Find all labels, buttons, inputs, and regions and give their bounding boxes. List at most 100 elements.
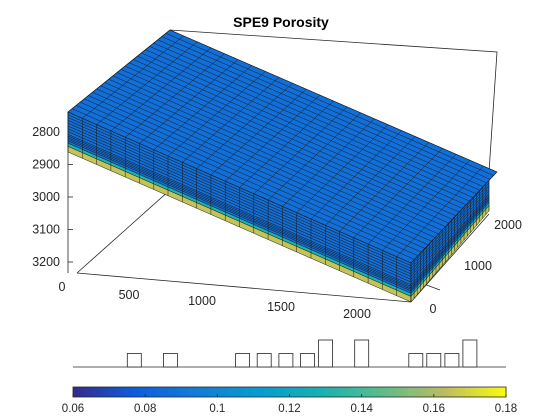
- colorbar-segment: [239, 387, 245, 397]
- colorbar-segment: [402, 387, 408, 397]
- colorbar-segment: [271, 387, 277, 397]
- top-grid-line: [267, 112, 361, 201]
- colorbar-segment: [136, 387, 142, 397]
- colorbar-segment: [487, 387, 494, 397]
- top-grid: [67, 29, 498, 264]
- colorbar-segment: [379, 387, 385, 397]
- colorbar-segment: [298, 387, 304, 397]
- colorbar-segment: [208, 387, 214, 397]
- top-grid-line: [153, 42, 484, 187]
- colorbar-segment: [145, 387, 151, 397]
- x-axis-line: [76, 272, 412, 303]
- colorbar-segment: [366, 387, 372, 397]
- histogram-bar: [444, 353, 460, 368]
- colorbar-segment: [420, 387, 426, 397]
- top-grid-line: [157, 39, 487, 184]
- colorbar-segment: [100, 387, 106, 397]
- colorbar-segment: [433, 387, 439, 397]
- colorbar-segment: [316, 387, 322, 397]
- z-tick-labels: 2800 2900 3000 3100 3200: [32, 125, 73, 269]
- top-grid-line: [92, 92, 432, 242]
- x-tick-labels: 0 500 1000 1500 2000: [59, 280, 371, 321]
- colorbar-segment: [284, 387, 291, 397]
- colorbar-tick-label: 0.18: [495, 403, 517, 415]
- top-grid-line: [112, 75, 449, 224]
- colorbar-segment: [104, 387, 110, 397]
- top-grid-line: [76, 105, 419, 256]
- colorbar-segment: [388, 387, 394, 397]
- colorbar-tick-label: 0.1: [209, 403, 225, 415]
- colorbar-segment: [82, 387, 88, 397]
- histogram-bar: [278, 353, 294, 368]
- top-grid-line: [137, 55, 470, 202]
- colorbar-segment: [334, 387, 340, 397]
- colorbar-segment: [483, 387, 489, 397]
- colorbar-segment: [226, 387, 232, 397]
- colorbar-segment: [501, 387, 507, 397]
- top-grid-line: [139, 59, 239, 144]
- colorbar-segment: [411, 387, 417, 397]
- top-grid-line: [96, 41, 198, 125]
- colorbar-segment: [113, 387, 119, 397]
- colorbar-ticks: 0.06 0.08 0.1 0.12 0.14 0.16 0.18: [62, 394, 517, 415]
- histogram-bar: [426, 353, 442, 368]
- porosity-histogram: [73, 339, 506, 368]
- histogram-bar: [256, 353, 272, 368]
- colorbar-segment: [140, 387, 146, 397]
- colorbar-segment: [406, 387, 412, 397]
- colorbar-segment: [253, 387, 259, 397]
- colorbar-segment: [275, 387, 282, 397]
- colorbar-segment: [325, 387, 331, 397]
- top-grid-line: [110, 47, 212, 132]
- colorbar-segment: [257, 387, 264, 397]
- x-tick-label: 1500: [267, 300, 295, 314]
- colorbar-tick-label: 0.12: [278, 403, 300, 415]
- colorbar-segment: [442, 387, 448, 397]
- top-grid-line: [120, 69, 456, 216]
- histogram-bars: [126, 339, 478, 368]
- colorbar-segment: [266, 387, 273, 397]
- colorbar-segment: [321, 387, 327, 397]
- top-grid-line: [80, 101, 422, 253]
- histogram-bar: [235, 353, 251, 368]
- colorbar-segment: [460, 387, 467, 397]
- top-grid-line: [84, 98, 425, 249]
- top-grid-line: [125, 53, 225, 138]
- colorbar-segment: [221, 387, 227, 397]
- colorbar-segment: [438, 387, 444, 397]
- colorbar-segment: [294, 387, 300, 397]
- colorbar-segment: [352, 387, 358, 397]
- colorbar-segment: [289, 387, 295, 397]
- colorbar-segment: [280, 387, 286, 397]
- colorbar-segment: [212, 387, 218, 397]
- colorbar-segment: [176, 387, 182, 397]
- colorbar-segment: [262, 387, 268, 397]
- colorbar-segment: [154, 387, 160, 397]
- top-grid-line: [67, 29, 171, 113]
- top-grid-line: [396, 165, 484, 257]
- top-grid-line: [253, 106, 348, 194]
- colorbar-segment: [167, 387, 173, 397]
- colorbar-segment: [478, 387, 485, 397]
- colorbar-segment: [185, 387, 191, 397]
- colorbar-segment: [230, 387, 236, 397]
- colorbar-segment: [343, 387, 349, 397]
- colorbar-segment: [451, 387, 457, 397]
- top-grid-line: [310, 130, 402, 220]
- front-face-layers: [67, 111, 412, 303]
- top-grid-line: [165, 33, 494, 176]
- top-grid-line: [104, 82, 443, 231]
- colorbar-segment: [194, 387, 200, 397]
- colorbar-segment: [474, 387, 480, 397]
- histogram-bar: [126, 353, 142, 368]
- colorbar-segment: [244, 387, 250, 397]
- top-grid-line: [149, 46, 480, 191]
- colorbar-gradient: [73, 387, 507, 397]
- top-grid-line: [124, 65, 460, 213]
- top-grid-line: [182, 77, 280, 163]
- top-grid-line: [282, 118, 375, 207]
- colorbar-segment: [307, 387, 313, 397]
- colorbar-segment: [122, 387, 128, 397]
- colorbar-tick-label: 0.08: [134, 403, 156, 415]
- y-tick-label: 1000: [464, 259, 492, 273]
